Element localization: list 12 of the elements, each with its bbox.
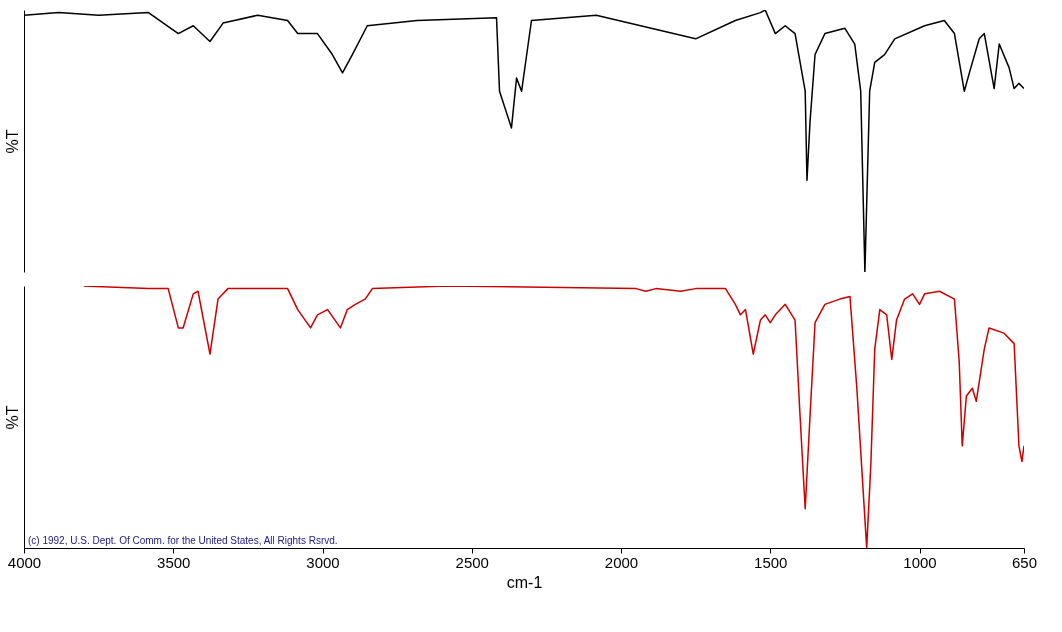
x-tick-label: 2500 <box>455 553 489 571</box>
x-tick-label: 650 <box>1011 553 1038 571</box>
annotation: (c) 1992, U.S. Dept. Of Comm. for the United States, All Rights Rsrvd. <box>28 535 338 546</box>
x-tick-label: 1000 <box>903 553 937 571</box>
x-tick-label: 1500 <box>754 553 788 571</box>
x-axis-title: cm-1 <box>506 573 543 591</box>
y-axis-title: %T <box>3 129 21 154</box>
x-tick-label: 2000 <box>604 553 639 571</box>
x-tick-label: 3500 <box>157 553 191 571</box>
x-tick-label: 4000 <box>7 553 42 571</box>
x-tick-label: 3000 <box>306 553 340 571</box>
y-axis-title: %T <box>3 405 21 430</box>
